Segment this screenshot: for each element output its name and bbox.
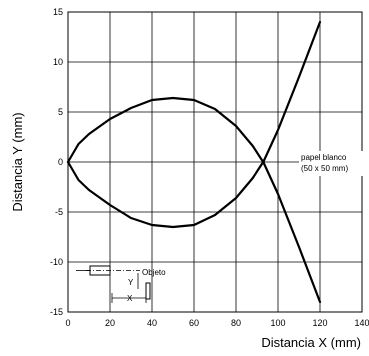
y-tick-label: 10 [53,57,63,67]
object-plate-icon [145,282,151,300]
inset-y-label: Y [128,278,134,287]
x-axis-title: Distancia X (mm) [261,335,361,350]
x-tick-label: 80 [231,318,241,328]
inset-object-label: Objeto [142,268,166,277]
x-tick-label: 140 [354,318,369,328]
x-tick-labels: 0 20 40 60 80 100 120 140 [65,318,369,328]
y-tick-label: -15 [50,307,63,317]
x-tick-label: 40 [147,318,157,328]
x-tick-label: 0 [65,318,70,328]
paper-label-line1: papel blanco [301,153,347,162]
y-axis-title: Distancia Y (mm) [10,112,25,211]
x-tick-label: 120 [312,318,327,328]
x-tick-label: 20 [105,318,115,328]
y-tick-labels: 15 10 5 0 -5 -10 -15 [50,7,63,317]
y-tick-label: -5 [55,207,63,217]
y-tick-label: 0 [58,157,63,167]
series-layer [66,20,322,304]
series-line-2 [66,20,322,229]
grid [67,11,363,313]
sensor-inset-diagram: Objeto Y X [76,265,166,303]
y-tick-label: 15 [53,7,63,17]
series-line-1 [66,96,322,304]
x-tick-label: 60 [189,318,199,328]
paper-label-background [299,151,363,176]
inset-x-label: X [127,294,133,303]
x-tick-label: 100 [270,318,285,328]
paper-label-line2: (50 x 50 mm) [301,164,348,173]
y-tick-label: 5 [58,107,63,117]
paper-annotation: papel blanco (50 x 50 mm) [299,151,363,176]
y-tick-label: -10 [50,257,63,267]
